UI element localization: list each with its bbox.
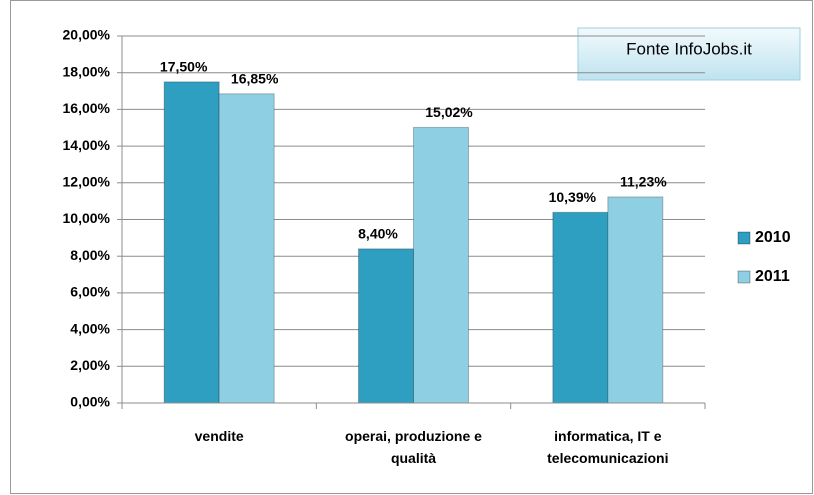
legend-swatch — [737, 270, 751, 284]
y-tick-label: 2,00% — [70, 357, 110, 373]
y-tick-label: 4,00% — [70, 320, 110, 336]
y-tick-label: 12,00% — [63, 174, 111, 190]
y-tick-label: 10,00% — [63, 210, 111, 226]
x-tick-label: operai, produzione e qualità — [345, 428, 482, 466]
y-tick-label: 8,00% — [70, 247, 110, 263]
bar — [163, 81, 220, 404]
annotation-box — [577, 27, 801, 81]
bar — [218, 93, 275, 404]
legend-swatch — [737, 231, 751, 245]
y-tick-label: 0,00% — [70, 394, 110, 410]
legend-label: 2010 — [755, 229, 791, 246]
y-tick-label: 16,00% — [63, 100, 111, 116]
x-tick-label: vendite — [194, 428, 244, 444]
y-tick-label: 6,00% — [70, 284, 110, 300]
data-label: 15,02% — [425, 104, 473, 120]
annotation: Fonte InfoJobs.it — [626, 39, 752, 58]
bar — [358, 248, 414, 404]
data-label: 16,85% — [231, 71, 279, 87]
bar — [552, 211, 609, 404]
data-label: 10,39% — [549, 189, 597, 205]
bar — [413, 126, 469, 404]
data-label: 8,40% — [358, 226, 398, 242]
y-tick-label: 18,00% — [63, 63, 111, 79]
legend-label: 2011 — [755, 268, 790, 285]
chart-frame — [10, 0, 813, 494]
bar — [607, 196, 664, 404]
data-label: 17,50% — [160, 59, 208, 75]
x-tick-label: informatica, IT e telecomunicazioni — [547, 428, 669, 466]
y-tick-label: 14,00% — [63, 137, 111, 153]
y-tick-label: 20,00% — [63, 27, 111, 43]
data-label: 11,23% — [620, 174, 667, 190]
